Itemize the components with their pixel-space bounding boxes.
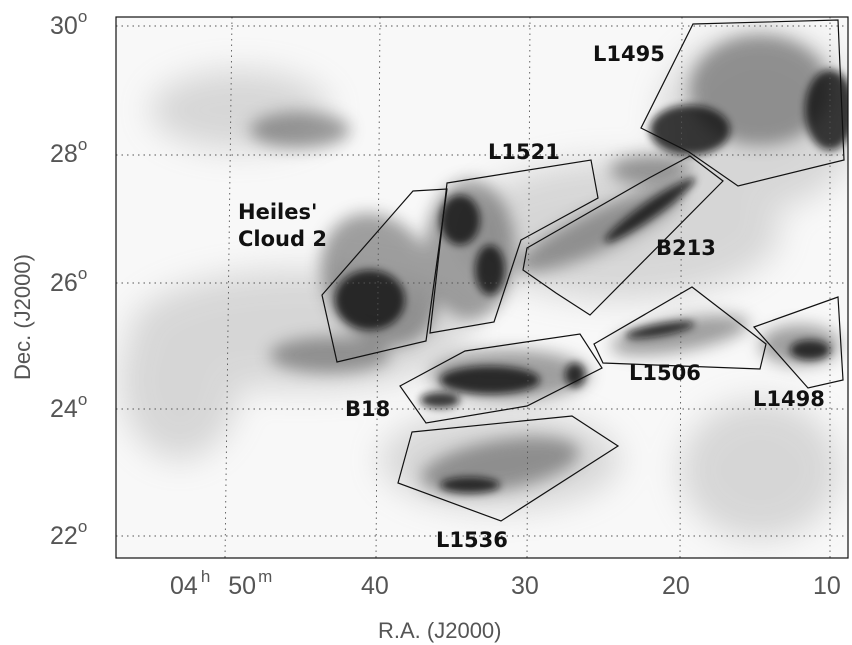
region-outline-l1498 <box>752 296 844 389</box>
x-tick-40: 40 <box>361 572 389 600</box>
region-label-heiles-line1: Heiles' <box>238 200 317 224</box>
region-label-b213: B213 <box>656 236 716 260</box>
region-label-l1536: L1536 <box>436 528 508 552</box>
region-outline-b213 <box>522 155 724 316</box>
region-outlines <box>321 19 845 522</box>
region-outline-l1506 <box>593 286 767 370</box>
region-labels: L1495 L1521 Heiles' Cloud 2 B213 L1506 L… <box>238 42 825 552</box>
y-tick-28: 28o <box>50 135 87 168</box>
x-tick-30: 30 <box>511 572 539 600</box>
region-outline-b18 <box>399 333 603 424</box>
region-label-l1495: L1495 <box>593 42 665 66</box>
y-axis-ticks: 30o 28o 26o 24o 22o <box>50 7 87 550</box>
x-tick-10: 10 <box>813 572 841 600</box>
region-label-l1506: L1506 <box>629 361 701 385</box>
y-tick-26: 26o <box>50 264 87 297</box>
region-label-b18: B18 <box>345 397 390 421</box>
region-label-l1498: L1498 <box>753 387 825 411</box>
x-axis-label: R.A. (J2000) <box>378 618 502 643</box>
region-outline-l1495 <box>640 19 845 187</box>
extinction-map <box>116 17 848 558</box>
region-outline-l1521 <box>429 159 599 334</box>
region-label-heiles-line2: Cloud 2 <box>238 227 327 251</box>
y-axis-label: Dec. (J2000) <box>10 254 35 380</box>
region-outline-heiles-cloud-2 <box>321 188 448 363</box>
x-tick-04h50m: 04 h 50 m <box>170 567 272 600</box>
y-tick-24: 24o <box>50 390 87 423</box>
x-tick-20: 20 <box>662 572 690 600</box>
region-outline-l1536 <box>397 415 620 522</box>
y-tick-22: 22o <box>50 517 87 550</box>
x-axis-ticks: 04 h 50 m 40 30 20 10 <box>170 567 841 600</box>
region-label-l1521: L1521 <box>488 140 560 164</box>
y-tick-30: 30o <box>50 7 87 40</box>
coordinate-grid <box>116 17 848 558</box>
plot-frame <box>115 16 849 559</box>
